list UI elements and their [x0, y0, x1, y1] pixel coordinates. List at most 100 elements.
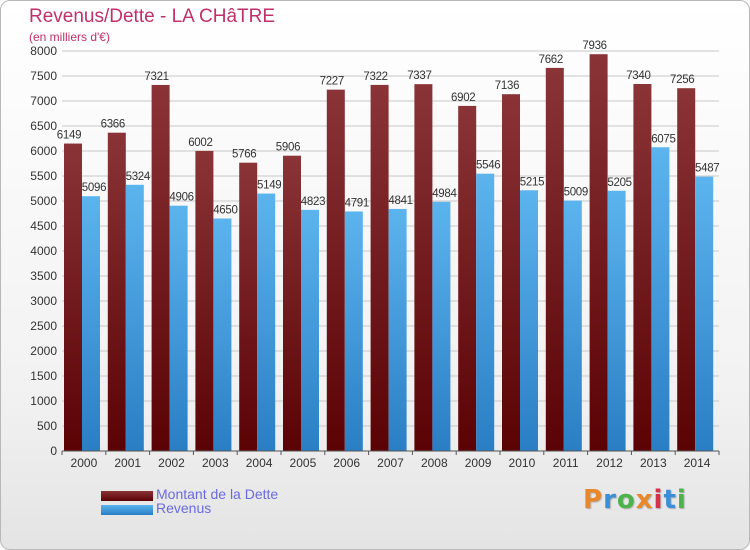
data-label: 4823	[301, 196, 325, 208]
bar-dette	[458, 105, 477, 452]
x-tick-label: 2009	[465, 456, 492, 470]
y-tick-label: 1500	[30, 369, 57, 383]
y-tick-label: 7500	[30, 69, 57, 83]
data-label: 5009	[564, 187, 588, 199]
bar-revenus	[695, 176, 714, 451]
data-label: 7227	[320, 76, 344, 88]
legend-swatch-dette	[101, 491, 153, 501]
y-tick-label: 0	[50, 444, 57, 458]
data-labels: 6149 5096 6366 5324 7321 4906 6002 4650 5766 5149…	[57, 40, 720, 216]
bar-revenus	[563, 200, 582, 451]
bar-dette	[633, 84, 652, 451]
y-tick-label: 2500	[30, 319, 57, 333]
data-label: 7322	[363, 71, 387, 83]
y-tick-label: 6500	[30, 119, 57, 133]
data-label: 5906	[276, 142, 300, 154]
y-tick-label: 5000	[30, 194, 57, 208]
y-axis-ticks: 0 500 1000 1500 2000 2500 3000 3500 4000 4500 5000…	[30, 44, 57, 458]
x-tick-label: 2010	[509, 456, 536, 470]
bar-dette	[283, 155, 301, 451]
logo-letter: r	[603, 485, 617, 515]
logo-letter: P	[583, 485, 604, 515]
x-tick-label: 2012	[596, 456, 623, 470]
bar-dette	[64, 143, 82, 452]
legend-label-dette: Montant de la Dette	[156, 486, 279, 502]
data-label: 6149	[57, 130, 81, 142]
bar-revenus	[476, 173, 495, 451]
data-label: 5766	[232, 149, 256, 161]
data-label: 4906	[169, 192, 193, 204]
data-label: 4650	[213, 205, 237, 217]
data-label: 7337	[407, 70, 431, 82]
logo-letter: o	[616, 485, 636, 515]
data-label: 7321	[144, 71, 168, 83]
logo-letter: i	[653, 485, 664, 515]
y-tick-label: 8000	[30, 44, 57, 58]
bars	[64, 54, 714, 452]
data-label: 7340	[626, 70, 650, 82]
chart-title: Revenus/Dette - LA CHâTRE	[29, 6, 276, 27]
bar-revenus	[169, 205, 188, 451]
data-label: 6002	[188, 137, 212, 149]
bar-revenus	[651, 147, 670, 451]
y-tick-label: 3000	[30, 294, 57, 308]
bar-dette	[107, 132, 126, 451]
legend-label-revenus: Revenus	[156, 500, 212, 516]
y-tick-label: 6000	[30, 144, 57, 158]
data-label: 6902	[451, 92, 475, 104]
legend-swatch-revenus	[101, 505, 153, 515]
data-label: 4984	[432, 188, 457, 200]
bar-revenus	[520, 190, 538, 451]
y-tick-label: 500	[37, 419, 57, 433]
y-tick-label: 1000	[30, 394, 57, 408]
x-tick-label: 2008	[421, 456, 448, 470]
data-label: 6075	[651, 133, 675, 145]
x-tick-label: 2004	[246, 456, 273, 470]
data-label: 7662	[539, 54, 563, 66]
x-tick-label: 2007	[377, 456, 404, 470]
y-tick-label: 4000	[30, 244, 57, 258]
x-tick-label: 2005	[290, 456, 317, 470]
x-tick-label: 2013	[640, 456, 667, 470]
data-label: 7256	[670, 74, 694, 86]
bar-dette	[239, 162, 258, 451]
data-label: 5149	[257, 180, 281, 192]
bar-revenus	[432, 201, 451, 451]
data-label: 7136	[495, 80, 519, 92]
data-label: 4841	[388, 195, 412, 207]
data-label: 6366	[101, 119, 125, 131]
x-tick-label: 2002	[158, 456, 185, 470]
x-axis-ticks: 2000 2001 2002 2003 2004 2005 2006 2007 2008 2009…	[61, 451, 720, 470]
bar-revenus	[125, 184, 144, 452]
data-label: 5546	[476, 160, 500, 172]
data-label: 5487	[695, 163, 719, 175]
bar-revenus	[607, 190, 626, 451]
logo-letter: x	[635, 485, 654, 515]
bar-revenus	[213, 218, 232, 451]
x-tick-label: 2003	[202, 456, 229, 470]
y-tick-label: 2000	[30, 344, 57, 358]
bar-revenus	[257, 193, 276, 452]
bar-dette	[326, 89, 345, 452]
y-tick-label: 4500	[30, 219, 57, 233]
data-label: 5324	[126, 171, 151, 183]
x-tick-label: 2001	[114, 456, 141, 470]
data-label: 7936	[582, 40, 606, 52]
proxiti-logo: Proxiti	[583, 485, 687, 515]
bar-revenus	[82, 196, 100, 451]
x-tick-label: 2011	[553, 456, 579, 470]
bar-dette	[370, 84, 389, 452]
bar-revenus	[388, 208, 407, 451]
data-label: 4791	[345, 197, 369, 209]
bar-dette	[589, 54, 608, 451]
logo-letter: t	[663, 485, 677, 515]
bar-dette	[195, 150, 214, 451]
y-tick-label: 7000	[30, 94, 57, 108]
x-tick-label: 2000	[71, 456, 98, 470]
x-tick-label: 2006	[333, 456, 360, 470]
data-label: 5215	[520, 176, 544, 188]
bar-revenus	[344, 211, 363, 451]
bar-dette	[545, 67, 564, 452]
